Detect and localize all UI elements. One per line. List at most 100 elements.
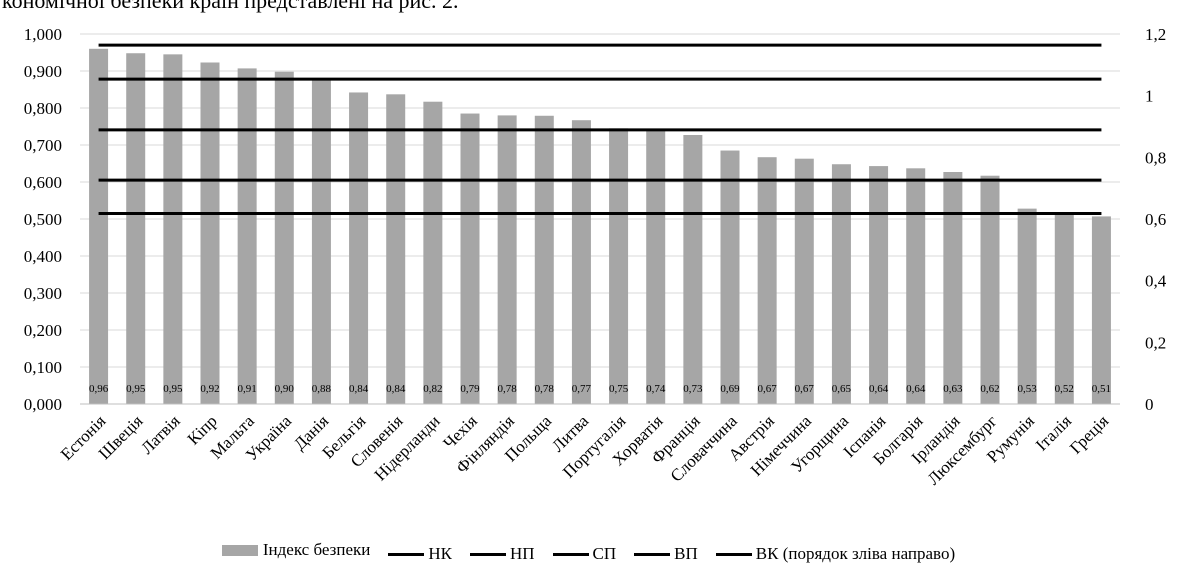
bar [683,135,703,404]
data-label: 0,64 [906,383,926,395]
data-label: 0,91 [238,383,257,395]
legend-label: ВК (порядок зліва направо) [755,544,956,563]
legend-item: ВП [634,544,698,564]
data-label: 0,62 [980,383,999,395]
category-label: Греція [1066,411,1112,457]
bar [646,129,666,404]
bar [943,172,963,404]
data-label: 0,63 [943,383,963,395]
legend-bar-swatch [221,544,258,556]
y-left-tick-label: 0,100 [24,358,62,377]
data-label: 0,78 [535,383,555,395]
data-label: 0,95 [163,383,183,395]
bar [906,168,926,404]
data-label: 0,75 [609,383,629,395]
data-label: 0,79 [460,383,480,395]
bar [1017,208,1037,404]
threshold-lines [98,43,1102,215]
bar [89,48,109,405]
bar [831,164,851,404]
bar [237,68,257,404]
caption-text: кономічної безпеки країн представлені на… [2,0,459,13]
bar [609,128,629,404]
y-right-tick-label: 0 [1145,395,1154,414]
y-left-tick-label: 0,200 [24,321,62,340]
data-label: 0,67 [758,383,778,395]
gridlines [80,33,1120,368]
legend-label: НП [509,544,535,563]
y-left-tick-label: 0,800 [24,99,62,118]
data-label: 0,95 [126,383,146,395]
bar [386,94,406,404]
data-label: 0,88 [312,383,332,395]
legend-label: СП [592,544,617,563]
legend-line-swatch [634,552,671,556]
bar [274,71,294,405]
data-labels: 0,96 0,95 0,95 0,92 0,91 0,90 0,88 0,84 0,84 0,82… [89,383,1111,395]
data-label: 0,84 [386,383,406,395]
data-label: 0,51 [1092,383,1111,395]
data-label: 0,65 [832,383,852,395]
data-label: 0,92 [200,383,219,395]
bar [720,150,740,404]
data-label: 0,82 [423,383,442,395]
y-left-tick-label: 1,000 [24,25,62,44]
bar [1054,213,1074,404]
bar [571,120,591,405]
data-label: 0,77 [572,383,592,395]
data-label: 0,53 [1018,383,1038,395]
bar [794,158,814,404]
bar [869,166,889,404]
legend-item: ВК (порядок зліва направо) [715,544,956,564]
data-label: 0,73 [683,383,703,395]
y-left-tick-label: 0,500 [24,210,62,229]
bar [349,92,369,405]
data-label: 0,96 [89,383,109,395]
legend-label: ВП [674,544,698,563]
legend-line-swatch [388,552,425,556]
legend-item: Індекс безпеки [221,540,370,560]
bar [163,54,183,404]
y-right-tick-label: 1,2 [1145,25,1166,44]
data-label: 0,69 [720,383,740,395]
y-left-tick-label: 0,700 [24,136,62,155]
y-axis-right-ticks: 0 0,2 0,4 0,6 0,8 1 1,2 [1145,25,1167,414]
bar [497,115,517,405]
bar [1091,216,1111,404]
y-axis-left-ticks: 0,000 0,100 0,200 0,300 0,400 0,500 0,600 0,700… [24,25,62,414]
data-label: 0,84 [349,383,369,395]
bars [89,48,1111,405]
bar [423,101,443,405]
y-left-tick-label: 0,400 [24,247,62,266]
legend-item: НП [469,544,535,564]
y-left-tick-label: 0,300 [24,284,62,303]
y-right-tick-label: 0,2 [1145,333,1166,352]
legend-line-swatch [469,552,506,556]
bar [126,53,146,405]
legend-line-swatch [552,552,589,556]
legend: Індекс безпеки НК НП СП ВП ВК (порядок зліва … [0,540,1177,564]
y-left-tick-label: 0,600 [24,173,62,192]
y-right-tick-label: 1 [1145,87,1154,106]
legend-item: НК [388,544,452,564]
bar [980,175,1000,404]
data-label: 0,64 [869,383,889,395]
data-label: 0,90 [275,383,295,395]
data-label: 0,67 [795,383,815,395]
category-label: Латвія [137,411,184,458]
y-right-tick-label: 0,6 [1145,210,1166,229]
bar [311,78,331,405]
bar [757,157,777,404]
legend-label: НК [428,544,452,563]
data-label: 0,52 [1055,383,1074,395]
y-left-tick-label: 0,000 [24,395,62,414]
y-left-tick-label: 0,900 [24,62,62,81]
data-label: 0,78 [498,383,518,395]
legend-item: СП [552,544,617,564]
legend-line-swatch [715,552,752,556]
bar [534,115,554,405]
bar [460,113,480,405]
y-right-tick-label: 0,4 [1145,272,1167,291]
